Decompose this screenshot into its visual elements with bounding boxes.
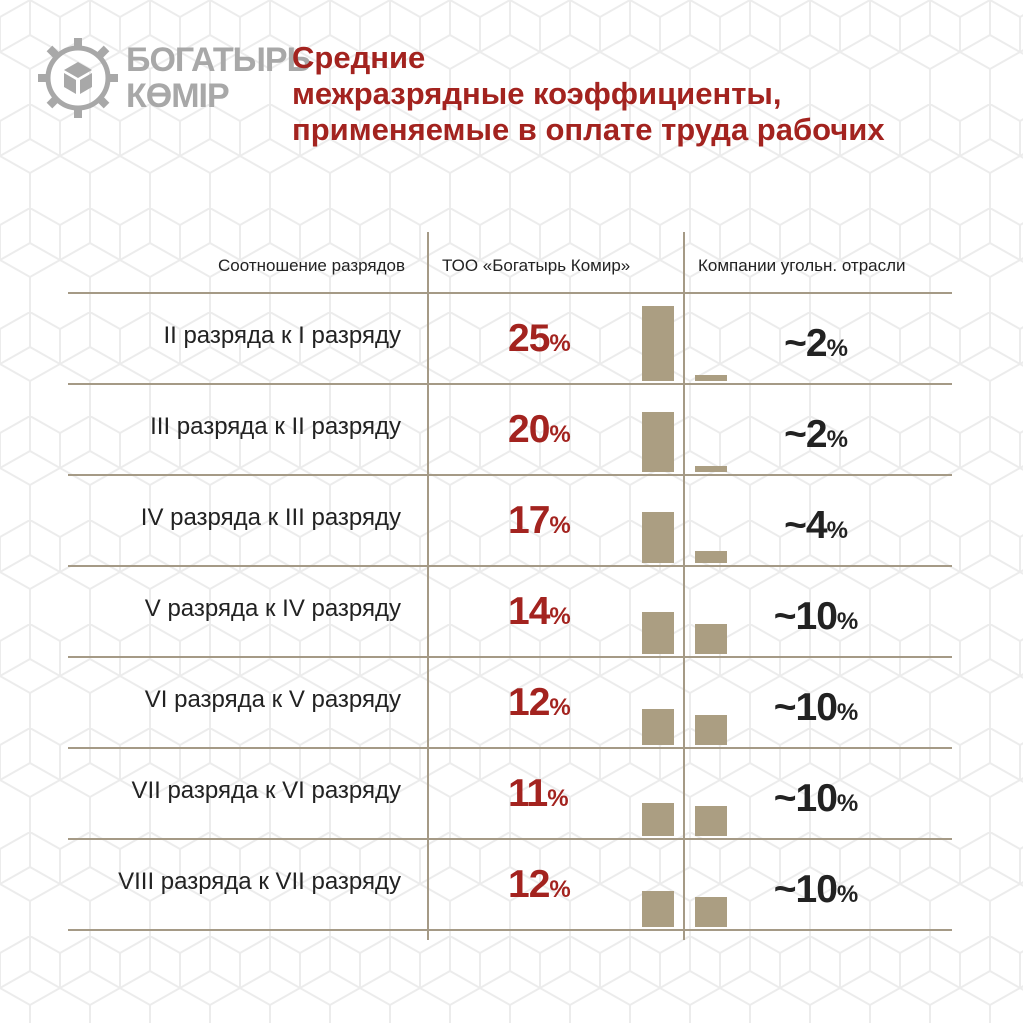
row-divider <box>68 383 952 385</box>
title-line-2: межразрядные коэффициенты, <box>292 76 782 111</box>
company-value-label: 12% <box>508 863 571 907</box>
company-logo: БОГАТЫРЬ КӨМІР <box>36 36 311 120</box>
row-divider <box>68 747 952 749</box>
industry-value-label: ~2% <box>696 322 936 366</box>
company-value-number: 17 <box>508 499 550 542</box>
column-header-company: ТОО «Богатырь Комир» <box>442 256 631 275</box>
company-value-label: 12% <box>508 681 571 725</box>
industry-value-label: ~10% <box>696 777 936 821</box>
industry-bar <box>695 715 727 745</box>
industry-value-number: ~10 <box>773 868 838 911</box>
industry-value-label: ~4% <box>696 504 936 548</box>
row-divider <box>68 838 952 840</box>
industry-value-number: ~10 <box>773 777 838 820</box>
row-divider <box>68 929 952 931</box>
company-bar <box>642 803 674 836</box>
company-value-label: 17% <box>508 499 571 543</box>
company-value-unit: % <box>549 421 571 448</box>
company-value-label: 14% <box>508 590 571 634</box>
column-divider-2 <box>683 232 685 940</box>
industry-value-number: ~10 <box>773 686 838 729</box>
company-value-number: 12 <box>508 681 550 724</box>
industry-bar <box>695 897 727 927</box>
industry-value-label: ~2% <box>696 413 936 457</box>
row-divider <box>68 292 952 294</box>
company-value-number: 14 <box>508 590 550 633</box>
company-value-number: 25 <box>508 317 550 360</box>
industry-value-label: ~10% <box>696 595 936 639</box>
company-value-number: 20 <box>508 408 550 451</box>
title-line-1: Средние <box>292 40 426 75</box>
industry-value-unit: % <box>836 608 859 635</box>
page-title: Средние межразрядные коэффициенты, приме… <box>292 40 992 148</box>
industry-bar <box>695 806 727 836</box>
industry-value-unit: % <box>826 335 848 362</box>
industry-bar <box>695 551 727 563</box>
industry-value-number: ~2 <box>784 413 827 456</box>
row-divider <box>68 565 952 567</box>
industry-bar <box>695 624 727 654</box>
industry-bar <box>695 375 727 381</box>
industry-value-unit: % <box>836 790 859 817</box>
industry-value-number: ~2 <box>784 322 827 365</box>
row-label: VII разряда к VI разряду <box>131 777 401 804</box>
brand-line-1: БОГАТЫРЬ <box>126 41 311 79</box>
industry-value-unit: % <box>836 699 859 726</box>
company-value-unit: % <box>549 512 571 539</box>
row-label: IV разряда к III разряду <box>140 504 401 531</box>
company-bar <box>642 612 674 654</box>
company-value-unit: % <box>547 785 569 812</box>
industry-value-label: ~10% <box>696 868 936 912</box>
company-bar <box>642 891 674 927</box>
company-value-unit: % <box>549 876 571 903</box>
column-divider-1 <box>427 232 429 940</box>
brand-line-2: КӨМІР <box>126 77 230 115</box>
row-label: VIII разряда к VII разряду <box>118 868 401 895</box>
company-bar <box>642 306 674 381</box>
row-label: V разряда к IV разряду <box>144 595 401 622</box>
industry-bar <box>695 466 727 472</box>
company-value-label: 25% <box>508 317 571 361</box>
company-bar <box>642 412 674 472</box>
column-header-ratio: Соотношение разрядов <box>218 256 405 275</box>
title-line-3: применяемые в оплате труда рабочих <box>292 112 885 147</box>
row-label: VI разряда к V разряду <box>144 686 401 713</box>
industry-value-label: ~10% <box>696 686 936 730</box>
row-label: III разряда к II разряду <box>150 413 401 440</box>
industry-value-unit: % <box>826 426 848 453</box>
row-divider <box>68 656 952 658</box>
gear-cube-icon <box>38 38 118 118</box>
row-label: II разряда к I разряду <box>163 322 401 349</box>
industry-value-unit: % <box>826 517 848 544</box>
company-bar <box>642 709 674 745</box>
column-header-industry: Компании угольн. отрасли <box>698 256 906 275</box>
company-value-label: 20% <box>508 408 571 452</box>
row-divider <box>68 474 952 476</box>
company-value-label: 11% <box>508 772 569 816</box>
company-value-unit: % <box>549 603 571 630</box>
industry-value-number: ~4 <box>784 504 827 547</box>
company-value-unit: % <box>549 330 571 357</box>
company-value-number: 11 <box>508 772 548 815</box>
company-value-unit: % <box>549 694 571 721</box>
brand-wordmark: БОГАТЫРЬ КӨМІР <box>126 41 311 115</box>
company-value-number: 12 <box>508 863 550 906</box>
company-bar <box>642 512 674 563</box>
industry-value-number: ~10 <box>773 595 838 638</box>
industry-value-unit: % <box>836 881 859 908</box>
